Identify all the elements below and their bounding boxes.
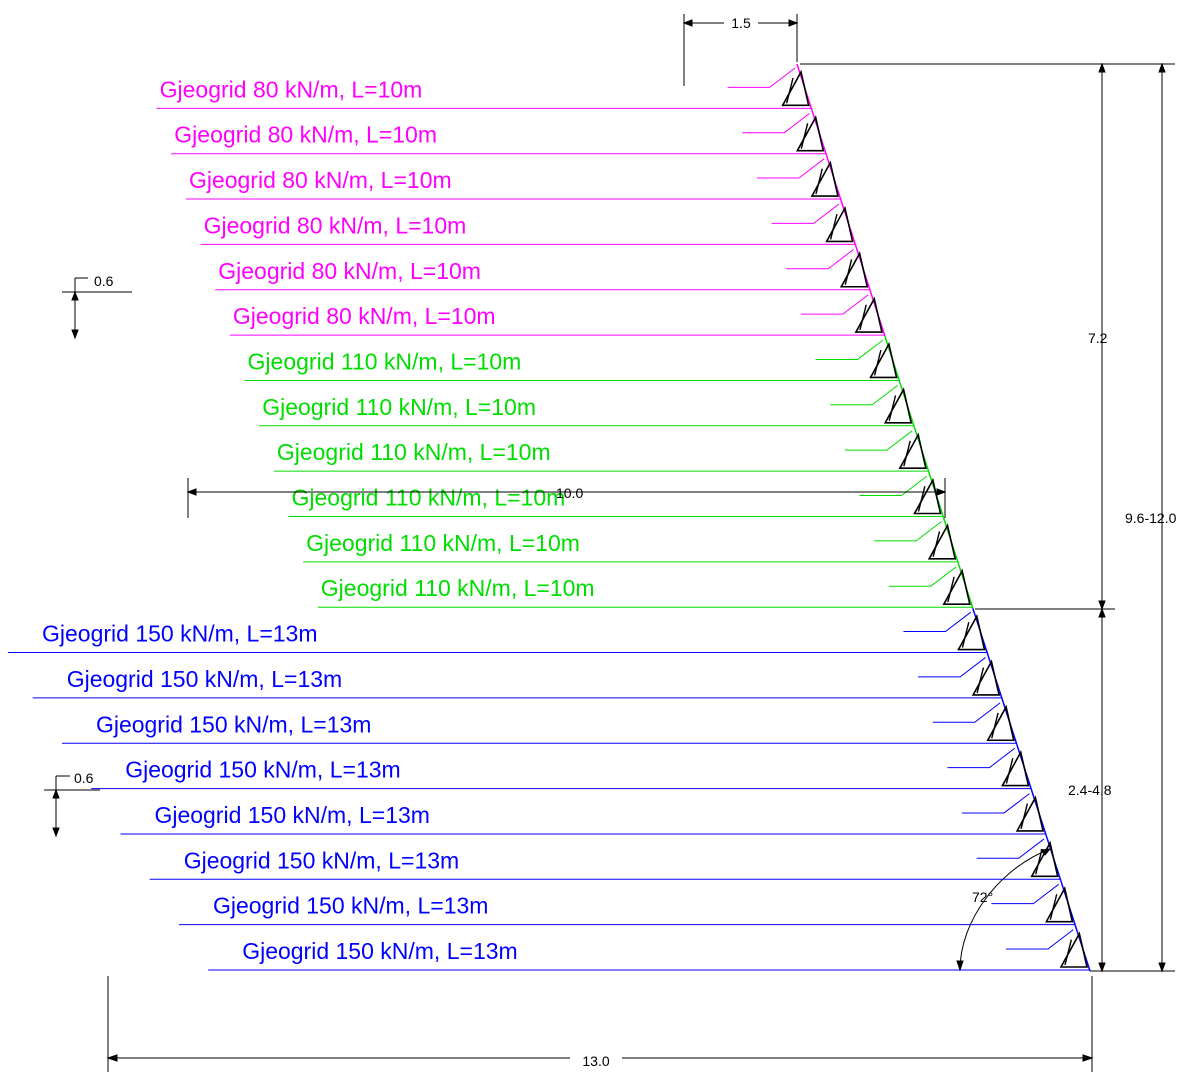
- facing-unit: [898, 432, 927, 469]
- upper-height-dim: 7.2: [1088, 330, 1108, 346]
- facing-unit: [986, 704, 1015, 742]
- geogrid-layer: Gjeogrid 110 kN/m, L=10m: [273, 426, 930, 473]
- geogrid-layer: Gjeogrid 80 kN/m, L=10m: [156, 63, 813, 110]
- geogrid-label: Gjeogrid 150 kN/m, L=13m: [96, 711, 372, 737]
- facing-unit: [781, 69, 810, 107]
- geogrid-label: Gjeogrid 80 kN/m, L=10m: [218, 258, 481, 284]
- wrap-leader: [771, 203, 840, 224]
- wrap-leader: [874, 521, 942, 542]
- geogrid-layer: Gjeogrid 80 kN/m, L=10m: [185, 154, 842, 201]
- geogrid-layer: Gjeogrid 110 kN/m, L=10m: [244, 335, 901, 382]
- wrap-leader: [903, 611, 972, 633]
- facing-unit: [1015, 795, 1045, 832]
- wrap-leader: [756, 158, 825, 179]
- facing-unit: [1030, 840, 1059, 878]
- wrap-leader: [800, 294, 869, 315]
- geogrid-label: Gjeogrid 110 kN/m, L=10m: [248, 348, 522, 374]
- geogrid-layer: Gjeogrid 150 kN/m, L=13m: [208, 925, 1091, 972]
- geogrid-layer: Gjeogrid 110 kN/m, L=10m: [303, 517, 959, 564]
- geogrid-layers: Gjeogrid 80 kN/m, L=10m Gjeogrid 80 kN/m,…: [8, 63, 1091, 972]
- geogrid-layer: Gjeogrid 150 kN/m, L=13m: [178, 880, 1077, 926]
- facing-unit: [927, 523, 957, 560]
- geogrid-label: Gjeogrid 150 kN/m, L=13m: [154, 802, 430, 828]
- facing-unit: [883, 387, 913, 424]
- facing-unit: [825, 205, 854, 243]
- geogrid-layer: Gjeogrid 80 kN/m, L=10m: [200, 199, 857, 246]
- geogrid-layer: Gjeogrid 150 kN/m, L=13m: [120, 789, 1047, 836]
- geogrid-layer: Gjeogrid 150 kN/m, L=13m: [61, 698, 1018, 745]
- geogrid-label: Gjeogrid 80 kN/m, L=10m: [233, 303, 496, 329]
- facing-unit: [1059, 931, 1089, 968]
- dimensions: [44, 14, 1175, 1072]
- wrap-leader: [830, 385, 898, 406]
- facing-unit: [1001, 750, 1030, 787]
- geogrid-label: Gjeogrid 110 kN/m, L=10m: [292, 485, 566, 511]
- geogrid-label: Gjeogrid 150 kN/m, L=13m: [213, 893, 489, 919]
- wrap-leader: [742, 112, 810, 134]
- geogrid-label: Gjeogrid 110 kN/m, L=10m: [262, 394, 536, 420]
- angle-dim: 72°: [972, 889, 993, 905]
- geogrid-label: Gjeogrid 110 kN/m, L=10m: [306, 530, 580, 556]
- geogrid-layer: Gjeogrid 110 kN/m, L=10m: [317, 562, 974, 609]
- wrap-leader: [962, 793, 1030, 814]
- geogrid-layer: Gjeogrid 80 kN/m, L=10m: [229, 290, 886, 337]
- wrap-leader: [727, 67, 796, 88]
- facing-unit: [795, 115, 825, 152]
- geogrid-label: Gjeogrid 150 kN/m, L=13m: [242, 938, 518, 964]
- geogrid-label: Gjeogrid 150 kN/m, L=13m: [184, 847, 460, 873]
- lower-height-dim: 2.4-4.8: [1068, 782, 1112, 798]
- wrap-leader: [888, 566, 957, 587]
- facing-unit: [942, 568, 971, 606]
- geogrid-label: Gjeogrid 150 kN/m, L=13m: [42, 621, 318, 647]
- wrap-leader: [976, 838, 1045, 859]
- facing-unit: [957, 613, 986, 651]
- wrap-leader: [947, 747, 1016, 769]
- top-width-dim: 1.5: [731, 15, 751, 31]
- geogrid-layer: Gjeogrid 80 kN/m, L=10m: [215, 245, 871, 291]
- lower-spacing-dim: 0.6: [74, 770, 94, 786]
- facing-unit: [869, 341, 898, 379]
- facing-unit: [810, 160, 839, 197]
- geogrid-label: Gjeogrid 80 kN/m, L=10m: [189, 167, 452, 193]
- geogrid-layer: Gjeogrid 150 kN/m, L=13m: [149, 834, 1062, 881]
- geogrid-label: Gjeogrid 150 kN/m, L=13m: [125, 757, 401, 783]
- geogrid-label: Gjeogrid 150 kN/m, L=13m: [67, 666, 343, 692]
- wrap-leader: [1006, 929, 1074, 950]
- wrap-leader: [815, 339, 884, 360]
- facing-unit: [839, 251, 869, 288]
- geogrid-label: Gjeogrid 110 kN/m, L=10m: [321, 575, 595, 601]
- geogrid-layer: Gjeogrid 110 kN/m, L=10m: [259, 381, 915, 428]
- wrap-leader: [932, 702, 1001, 723]
- geogrid-label: Gjeogrid 80 kN/m, L=10m: [204, 212, 467, 238]
- total-height-dim: 9.6-12.0: [1125, 510, 1177, 526]
- geogrid-layer: Gjeogrid 80 kN/m, L=10m: [171, 109, 828, 155]
- base-length-dim: 13.0: [582, 1053, 609, 1069]
- wrap-leader: [786, 249, 854, 270]
- geogrid-layer: Gjeogrid 150 kN/m, L=13m: [32, 653, 1003, 700]
- facing-unit: [854, 296, 883, 333]
- wrap-leader: [844, 430, 913, 451]
- wrap-leader: [991, 883, 1060, 905]
- geogrid-label: Gjeogrid 80 kN/m, L=10m: [160, 76, 423, 102]
- facing-unit: [1044, 886, 1074, 923]
- geogrid-layer: Gjeogrid 150 kN/m, L=13m: [8, 607, 989, 654]
- wrap-leader: [859, 475, 928, 496]
- upper-spacing-dim: 0.6: [94, 273, 114, 289]
- geogrid-layer: Gjeogrid 110 kN/m, L=10m: [288, 471, 945, 518]
- geogrid-layer: Gjeogrid 150 kN/m, L=13m: [91, 744, 1033, 790]
- facing-unit: [971, 659, 1001, 696]
- wrap-leader: [918, 657, 986, 678]
- facing-unit: [913, 477, 942, 515]
- geogrid-label: Gjeogrid 110 kN/m, L=10m: [277, 439, 551, 465]
- mid-length-dim: 10.0: [556, 485, 583, 501]
- geogrid-label: Gjeogrid 80 kN/m, L=10m: [174, 122, 437, 148]
